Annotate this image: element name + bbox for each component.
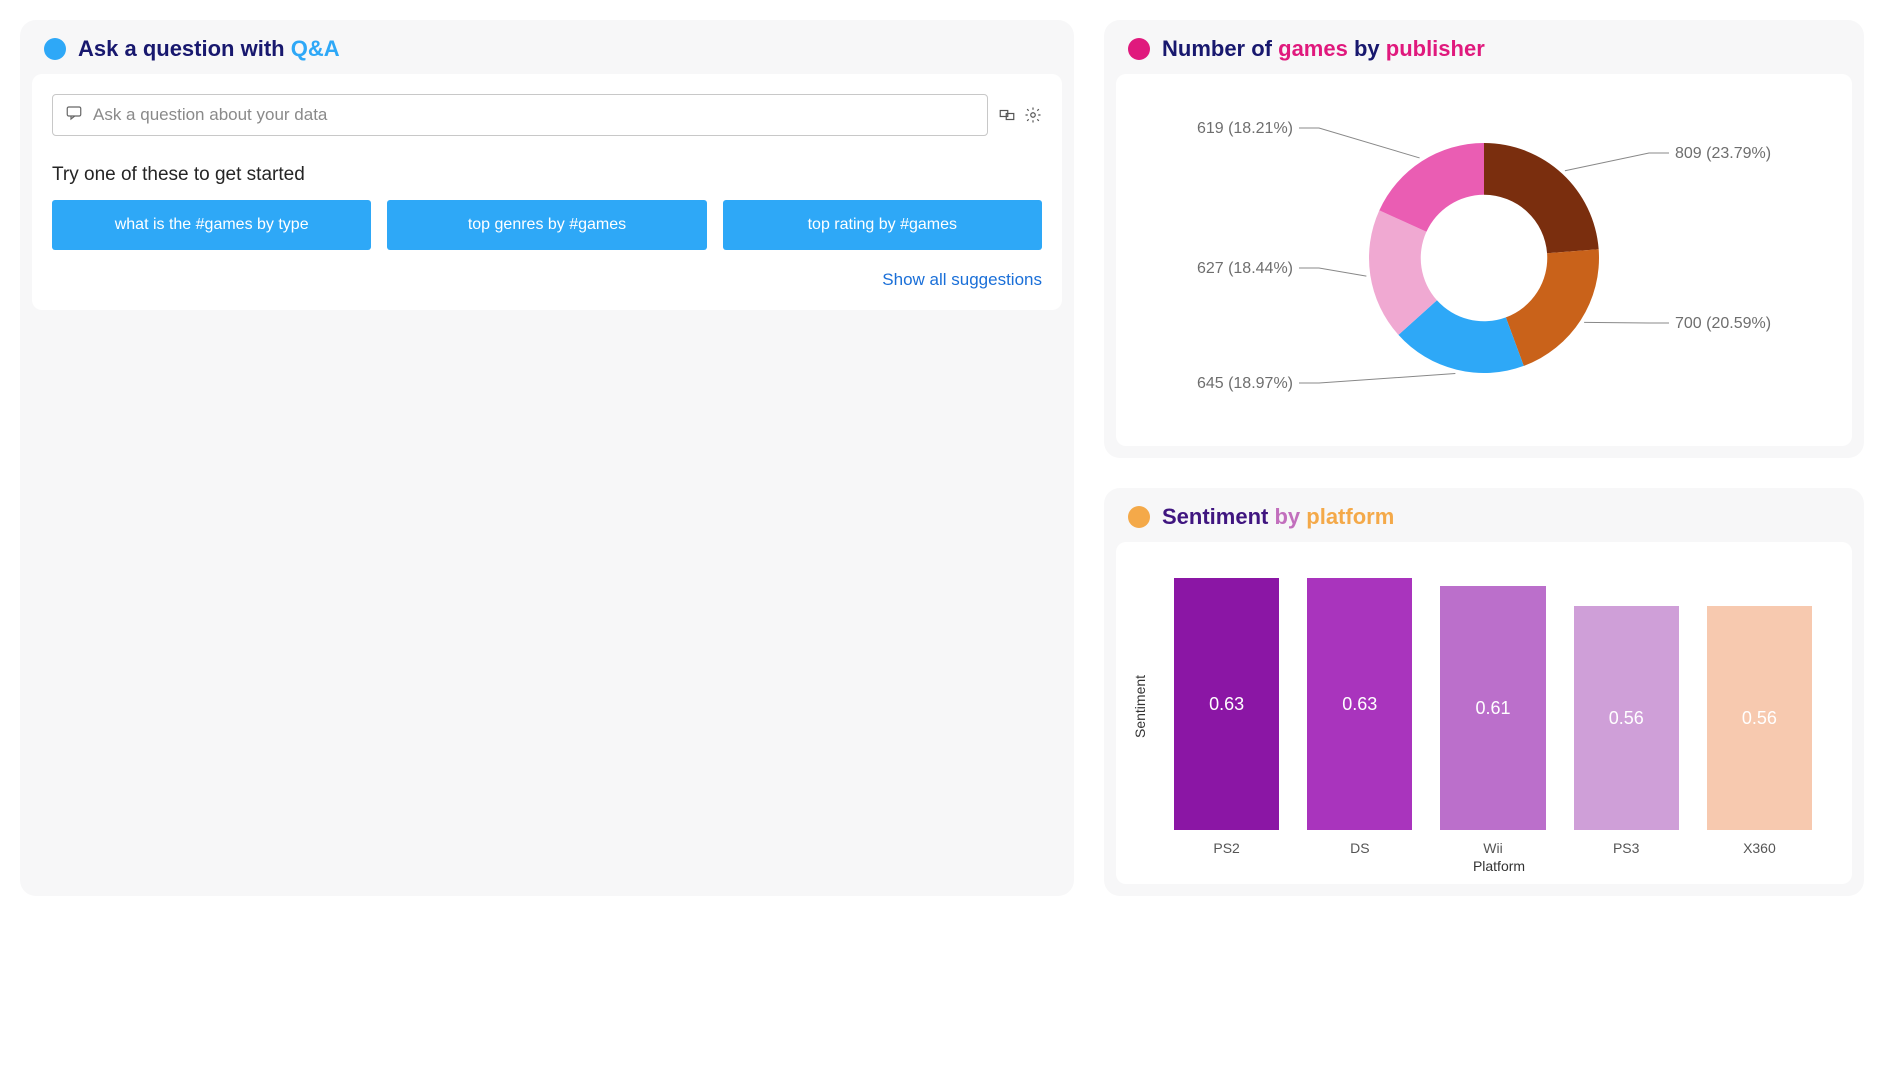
qa-suggestion-button[interactable]: what is the #games by type xyxy=(52,200,371,250)
show-all-suggestions-link[interactable]: Show all suggestions xyxy=(882,270,1042,289)
donut-slice[interactable] xyxy=(1506,249,1599,366)
bar-category-label: DS xyxy=(1350,840,1369,856)
donut-card-header: Number of games by publisher xyxy=(1104,20,1864,74)
qa-dot-icon xyxy=(44,38,66,60)
bar-column: 0.63 PS2 xyxy=(1174,578,1279,856)
qa-suggestion-button[interactable]: top genres by #games xyxy=(387,200,706,250)
bar[interactable]: 0.63 xyxy=(1307,578,1412,830)
donut-slice-label: 645 (18.97%) xyxy=(1197,375,1293,392)
bar-chart: Sentiment 0.63PS20.63DS0.61Wii0.56PS30.5… xyxy=(1126,556,1842,856)
donut-slice-label: 627 (18.44%) xyxy=(1197,260,1293,277)
donut-slice[interactable] xyxy=(1484,143,1599,253)
bar-column: 0.61 Wii xyxy=(1440,586,1545,856)
bar-card: Sentiment by platform Sentiment 0.63PS20… xyxy=(1104,488,1864,896)
bar[interactable]: 0.56 xyxy=(1574,606,1679,830)
donut-chart: 809 (23.79%) 700 (20.59%) 645 (18.97%) 627 … xyxy=(1126,88,1842,428)
gear-icon[interactable] xyxy=(1024,106,1042,124)
donut-slice-label: 809 (23.79%) xyxy=(1675,145,1771,162)
donut-card-body: 809 (23.79%) 700 (20.59%) 645 (18.97%) 627 … xyxy=(1116,74,1852,446)
bar-x-axis-label: Platform xyxy=(1126,858,1842,874)
bar-card-body: Sentiment 0.63PS20.63DS0.61Wii0.56PS30.5… xyxy=(1116,542,1852,884)
expand-icon[interactable] xyxy=(998,106,1016,124)
qa-try-label: Try one of these to get started xyxy=(52,164,1042,186)
bar[interactable]: 0.63 xyxy=(1174,578,1279,830)
donut-dot-icon xyxy=(1128,38,1150,60)
bar-plot-area: 0.63 PS2 0.63 DS 0.61 Wii 0.56 PS3 0.56 X360 xyxy=(1154,556,1842,856)
bar-dot-icon xyxy=(1128,506,1150,528)
bar-column: 0.56 X360 xyxy=(1707,606,1812,856)
qa-input-container[interactable] xyxy=(52,94,988,136)
bar-category-label: X360 xyxy=(1743,840,1776,856)
qa-card-title: Ask a question with Q&A xyxy=(78,36,340,62)
bar-column: 0.63 DS xyxy=(1307,578,1412,856)
qa-input-row xyxy=(52,94,1042,136)
donut-slice-label: 700 (20.59%) xyxy=(1675,315,1771,332)
bar-category-label: PS3 xyxy=(1613,840,1639,856)
bar-category-label: PS2 xyxy=(1213,840,1239,856)
bar[interactable]: 0.56 xyxy=(1707,606,1812,830)
qa-suggestion-button[interactable]: top rating by #games xyxy=(723,200,1042,250)
donut-slice-label: 619 (18.21%) xyxy=(1197,120,1293,137)
bar-category-label: Wii xyxy=(1483,840,1502,856)
donut-card: Number of games by publisher 809 (23.79%… xyxy=(1104,20,1864,458)
bar-card-title: Sentiment by platform xyxy=(1162,504,1394,530)
chat-icon xyxy=(65,104,83,127)
qa-card-header: Ask a question with Q&A xyxy=(20,20,1074,74)
qa-card: Ask a question with Q&A xyxy=(20,20,1074,896)
qa-suggestions-row: what is the #games by type top genres by … xyxy=(52,200,1042,250)
qa-input[interactable] xyxy=(93,105,975,125)
bar[interactable]: 0.61 xyxy=(1440,586,1545,830)
bar-card-header: Sentiment by platform xyxy=(1104,488,1864,542)
bar-y-axis-label: Sentiment xyxy=(1126,556,1154,856)
qa-card-body: Try one of these to get started what is … xyxy=(32,74,1062,310)
bar-column: 0.56 PS3 xyxy=(1574,606,1679,856)
donut-card-title: Number of games by publisher xyxy=(1162,36,1485,62)
